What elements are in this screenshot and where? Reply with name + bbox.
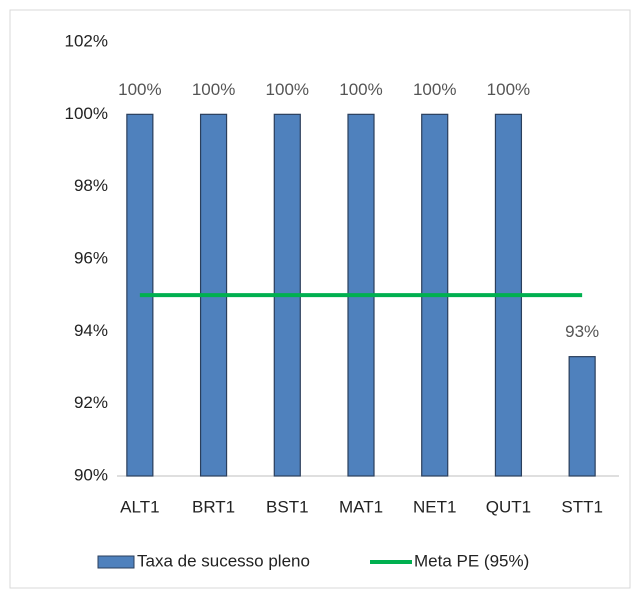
value-label: 100% [118, 80, 161, 99]
y-tick-label: 98% [74, 176, 108, 195]
bar [568, 356, 596, 477]
value-label: 93% [565, 322, 599, 341]
x-tick-label: QUT1 [486, 497, 531, 516]
x-tick-label: ALT1 [120, 497, 159, 516]
value-label: 100% [266, 80, 309, 99]
value-label: 100% [192, 80, 235, 99]
value-label: 100% [413, 80, 456, 99]
x-tick-label: BST1 [266, 497, 309, 516]
y-tick-label: 100% [65, 104, 108, 123]
x-tick-label: NET1 [413, 497, 456, 516]
chart-border [9, 9, 631, 589]
x-tick-label: BRT1 [192, 497, 235, 516]
x-tick-label: STT1 [561, 497, 603, 516]
y-tick-label: 90% [74, 465, 108, 484]
legend-label: Taxa de sucesso pleno [137, 551, 310, 570]
y-tick-label: 92% [74, 393, 108, 412]
value-label: 100% [339, 80, 382, 99]
legend-label: Meta PE (95%) [414, 551, 529, 570]
y-tick-label: 102% [65, 31, 108, 50]
y-tick-label: 94% [74, 321, 108, 340]
x-tick-label: MAT1 [339, 497, 383, 516]
value-label: 100% [487, 80, 530, 99]
y-tick-label: 96% [74, 248, 108, 267]
legend-swatch [97, 555, 135, 569]
